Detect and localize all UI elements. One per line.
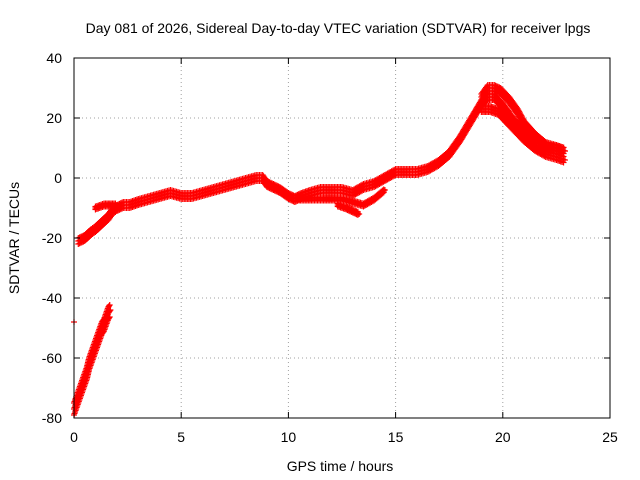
chart-title: Day 081 of 2026, Sidereal Day-to-day VTE…: [86, 20, 591, 36]
y-tick-label: -60: [42, 350, 62, 366]
x-tick-label: 10: [281, 429, 297, 445]
series-low-tail: [334, 200, 363, 218]
y-tick-label: -20: [42, 230, 62, 246]
grid-layer: [74, 58, 610, 418]
tick-layer: 0 5 10 15 20 25 -80 -60 -40 -20 0 20 40: [42, 50, 618, 445]
x-tick-label: 0: [70, 429, 78, 445]
series-mid-fragment: [92, 200, 120, 213]
y-tick-label: 0: [54, 170, 62, 186]
x-tick-label: 20: [495, 429, 511, 445]
series-lower-spread: [478, 103, 568, 166]
x-tick-label: 5: [177, 429, 185, 445]
series-early-low-arc: [71, 302, 114, 418]
x-tick-label: 15: [388, 429, 404, 445]
series-dip-branch: [296, 186, 388, 210]
y-tick-label: 40: [46, 50, 62, 66]
y-axis-label: SDTVAR / TECUs: [6, 182, 22, 294]
series-upper-spread: [478, 82, 568, 157]
x-tick-label: 25: [602, 429, 618, 445]
y-tick-label: -80: [42, 410, 62, 426]
x-axis-label: GPS time / hours: [287, 458, 394, 474]
y-tick-label: -40: [42, 290, 62, 306]
data-layer: [71, 82, 568, 418]
y-tick-label: 20: [46, 110, 62, 126]
